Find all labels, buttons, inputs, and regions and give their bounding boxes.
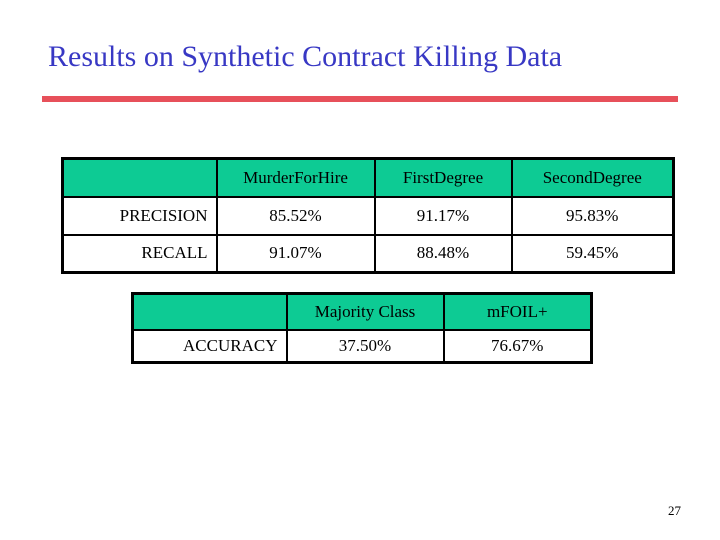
- accuracy-majority-class-value: 37.50%: [285, 328, 445, 364]
- results-header-seconddegree: SecondDegree: [510, 157, 675, 198]
- table-row-precision: PRECISION 85.52% 91.17% 95.83%: [61, 195, 675, 236]
- recall-firstdegree-value: 88.48%: [373, 233, 513, 274]
- precision-recall-table: MurderForHire FirstDegree SecondDegree P…: [61, 157, 675, 274]
- recall-murderforhire-value: 91.07%: [215, 233, 376, 274]
- accuracy-row-label: ACCURACY: [131, 328, 288, 364]
- results-corner-cell: [61, 157, 218, 198]
- accuracy-header-majority-class: Majority Class: [285, 292, 445, 331]
- results-header-murderforhire: MurderForHire: [215, 157, 376, 198]
- accuracy-corner-cell: [131, 292, 288, 331]
- table-header-row: Majority Class mFOIL+: [131, 292, 593, 331]
- accuracy-mfoil-value: 76.67%: [442, 328, 593, 364]
- accuracy-table: Majority Class mFOIL+ ACCURACY 37.50% 76…: [131, 292, 593, 364]
- recall-seconddegree-value: 59.45%: [510, 233, 675, 274]
- precision-row-label: PRECISION: [61, 195, 218, 236]
- recall-row-label: RECALL: [61, 233, 218, 274]
- table-header-row: MurderForHire FirstDegree SecondDegree: [61, 157, 675, 198]
- page-title: Results on Synthetic Contract Killing Da…: [48, 40, 563, 73]
- table-row-accuracy: ACCURACY 37.50% 76.67%: [131, 328, 593, 364]
- results-header-firstdegree: FirstDegree: [373, 157, 513, 198]
- precision-murderforhire-value: 85.52%: [215, 195, 376, 236]
- precision-seconddegree-value: 95.83%: [510, 195, 675, 236]
- table-row-recall: RECALL 91.07% 88.48% 59.45%: [61, 233, 675, 274]
- title-underline-rule: [42, 96, 678, 102]
- slide-page-number: 27: [668, 503, 681, 518]
- accuracy-header-mfoil: mFOIL+: [442, 292, 593, 331]
- precision-firstdegree-value: 91.17%: [373, 195, 513, 236]
